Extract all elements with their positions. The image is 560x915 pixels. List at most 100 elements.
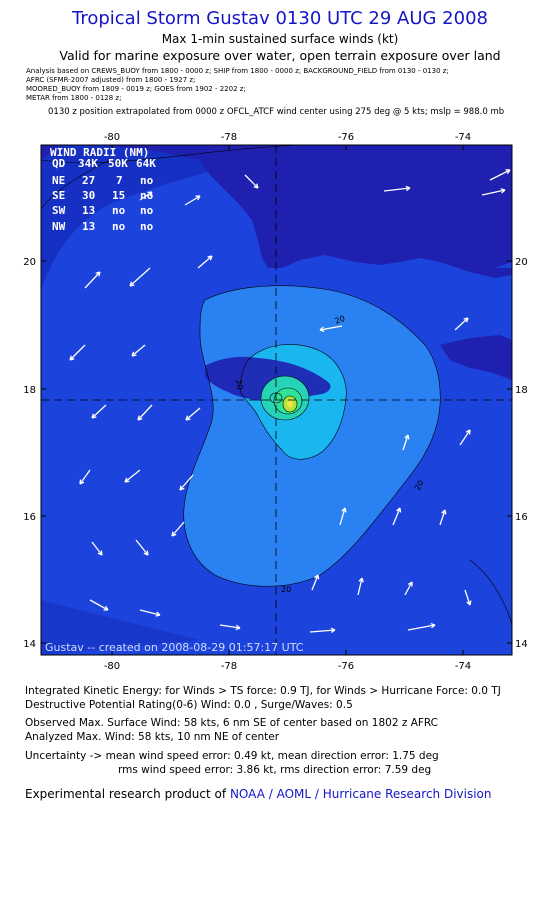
wind-analysis-map: 20 20 20 20 -80 -78 -76 -74 -80 -78 -76 … [23,132,528,672]
wind-arrow [79,469,91,485]
lat-tick-label: 18 [23,385,36,396]
hrd-link[interactable]: NOAA / AOML / Hurricane Research Divisio… [229,787,492,801]
contour-label: 20 [234,379,245,391]
analysis-line: AFRC (SFMR-2007 adjusted) from 1800 - 19… [26,76,196,84]
wind-arrow-head [396,507,402,513]
wind-arrow [407,624,436,631]
wind-arrow-head [466,600,472,606]
destructive-potential-text: Destructive Potential Rating(0-6) Wind: … [25,699,353,711]
wind-arrow-head [179,485,185,491]
wind-arrow-head [124,477,130,483]
wind-arrow-head [129,281,135,287]
wind-arrow [179,474,194,491]
lat-tick-label: 14 [515,639,528,650]
analyzed-max-wind-text: Analyzed Max. Wind: 58 kts, 10 nm NE of … [25,731,280,743]
wind-arrow [339,507,346,526]
wind-arrow-head [404,434,410,440]
wind-arrow [84,271,101,289]
wind-radii-cell: 30 [82,189,95,202]
wind-arrow [392,507,401,526]
lat-tick-label: 14 [23,639,36,650]
wind-arrow [439,509,446,526]
wind-arrow-head [143,550,149,556]
wind-arrow [459,429,471,446]
analysis-line: MOORED_BUOY from 1809 - 0019 z; GOES fro… [26,85,246,93]
wind-arrow-head [69,355,75,361]
wind-arrow-head [463,317,469,323]
wind-arrow [309,629,336,633]
position-note: 0130 z position extrapolated from 0000 z… [48,107,505,117]
lon-tick-label: -80 [104,132,120,143]
wind-arrow [185,407,201,421]
wind-arrow [402,434,409,451]
wind-radii-cell: 7 [116,174,123,187]
wind-radii-header: 64K [136,157,156,170]
wind-radii-cell: no [112,204,126,217]
uncertainty-mean-text: Uncertainty -> mean wind speed error: 0.… [25,750,439,762]
wind-arrow-head [253,183,259,189]
wind-arrow [489,169,511,181]
wind-arrow-head [137,415,143,421]
cuba-land [60,145,512,268]
lon-tick-label: -74 [455,132,471,143]
far-field-band [41,600,200,655]
contour-label: 20 [281,585,291,594]
wind-arrow-head [147,191,153,197]
wind-arrow [137,404,153,421]
wind-arrow-head [319,326,325,333]
wind-radii-cell: 15 [112,189,125,202]
wind-arrow [139,609,161,616]
wind-arrow [244,174,259,189]
wind-arrow [124,469,141,483]
wind-arrow-head [97,550,103,556]
contour-label: 20 [334,314,347,326]
wind-radii-cell: 13 [82,220,95,233]
wind-arrow [219,624,241,629]
wind-arrow [311,574,319,591]
wind-radii-cell: NW [52,220,66,233]
wind-arrow [69,344,86,361]
wind-arrow [404,581,413,596]
wind-arrow-head [505,169,511,175]
wind-radii-header: 50K [108,157,128,170]
wind-radii-cell: no [112,220,126,233]
wind-arrow-head [195,195,201,201]
lon-tick-label: -74 [455,661,471,672]
wind-arrow [89,599,109,611]
lat-tick-label: 18 [515,385,528,396]
lat-tick-label: 16 [515,512,528,523]
wind-arrow-head [330,627,336,634]
lat-tick-label: 20 [23,257,36,268]
validity-note: Valid for marine exposure over water, op… [59,48,501,63]
lon-tick-label: -78 [221,661,237,672]
wind-arrow-head [185,415,191,421]
wind-arrow-head [314,574,320,580]
analysis-line: METAR from 1800 - 0128 z; [26,94,122,102]
lon-tick-label: -76 [338,132,354,143]
lat-tick-label: 20 [515,257,528,268]
wind-radii-header: QD [52,157,66,170]
wind-arrow-head [500,188,506,194]
cuba-land-west [41,145,60,160]
wind-radii-cell: SW [52,204,66,217]
wind-arrow-head [91,413,97,419]
wind-arrow-head [155,611,161,617]
wind-arrow [481,189,506,196]
uncertainty-rms-text: rms wind speed error: 3.86 kt, rms direc… [118,764,432,776]
wind-arrow [357,577,363,596]
map-subtitle: Max 1-min sustained surface winds (kt) [161,32,399,46]
wind-arrow [319,325,343,331]
wind-arrow-head [441,509,447,515]
ike-text: Integrated Kinetic Energy: for Winds > T… [25,685,501,697]
wind-arrow-head [341,507,347,513]
wind-arrow-head [131,351,137,357]
analysis-line: Analysis based on CREWS_BUOY from 1800 -… [26,67,449,75]
wind-radii-cell: no [140,174,154,187]
page-title: Tropical Storm Gustav 0130 UTC 29 AUG 20… [71,8,488,29]
far-field-band [41,145,300,290]
observed-max-wind-text: Observed Max. Surface Wind: 58 kts, 6 nm… [25,717,439,729]
wind-radii-cell: 27 [82,174,95,187]
isotach-contours [41,145,512,626]
wind-arrow-head [207,255,213,261]
wind-arrow-head [79,479,85,485]
